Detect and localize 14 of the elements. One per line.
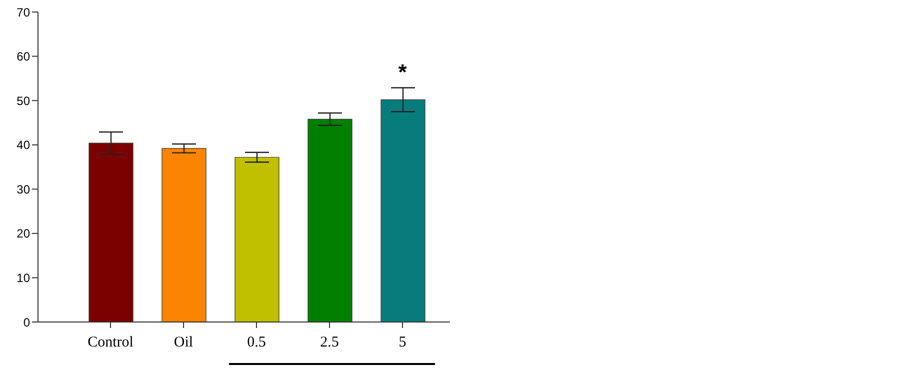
annotation: * <box>398 60 408 85</box>
y-tick-label: 10 <box>16 270 30 285</box>
x-tick-label: 0.5 <box>247 334 266 351</box>
y-tick-label: 20 <box>16 226 30 241</box>
y-tick-label: 40 <box>16 138 30 152</box>
x-tick-label: Control <box>88 334 134 351</box>
y-tick-label: 0 <box>23 315 30 330</box>
y-tick-label: 30 <box>16 182 30 196</box>
x-tick-label: Oil <box>174 334 194 351</box>
y-tick-label: 60 <box>16 50 30 64</box>
x-tick-label: 2.5 <box>320 334 339 351</box>
y-tick-label: 50 <box>16 94 30 108</box>
y-tick-label: 70 <box>16 5 30 20</box>
x-tick-label: 5 <box>398 334 406 351</box>
